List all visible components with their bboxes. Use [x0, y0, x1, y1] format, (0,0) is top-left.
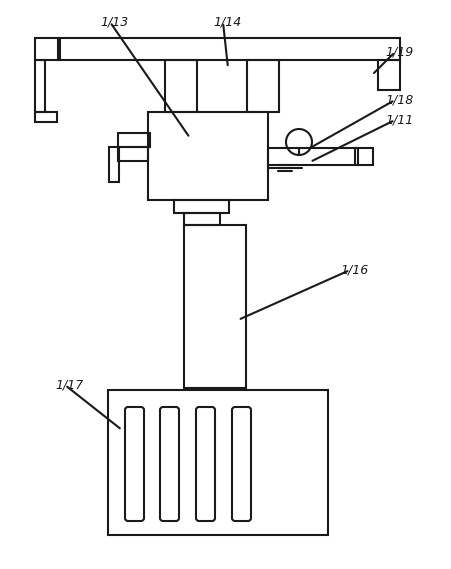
Bar	[174, 200, 229, 213]
Bar	[108, 390, 327, 535]
Text: 1/18: 1/18	[384, 93, 412, 106]
Bar	[184, 213, 220, 225]
Bar	[109, 147, 119, 182]
Bar	[246, 60, 278, 112]
Bar	[377, 60, 399, 90]
Text: 1/19: 1/19	[384, 46, 412, 59]
Bar	[118, 147, 147, 161]
FancyBboxPatch shape	[196, 407, 215, 521]
Text: 1/11: 1/11	[384, 113, 412, 126]
Bar	[58, 38, 399, 60]
FancyBboxPatch shape	[231, 407, 250, 521]
Bar	[267, 148, 357, 165]
Bar	[184, 225, 245, 388]
Bar	[165, 60, 197, 112]
Text: 1/16: 1/16	[339, 263, 368, 277]
Bar	[35, 112, 57, 122]
Bar	[118, 133, 150, 147]
Text: 1/13: 1/13	[100, 15, 128, 28]
Text: 1/17: 1/17	[55, 378, 83, 391]
Bar	[354, 148, 372, 165]
FancyBboxPatch shape	[125, 407, 144, 521]
Bar	[35, 38, 60, 60]
Text: 1/14: 1/14	[212, 15, 241, 28]
FancyBboxPatch shape	[160, 407, 179, 521]
Bar	[147, 112, 267, 200]
Bar	[35, 60, 45, 112]
